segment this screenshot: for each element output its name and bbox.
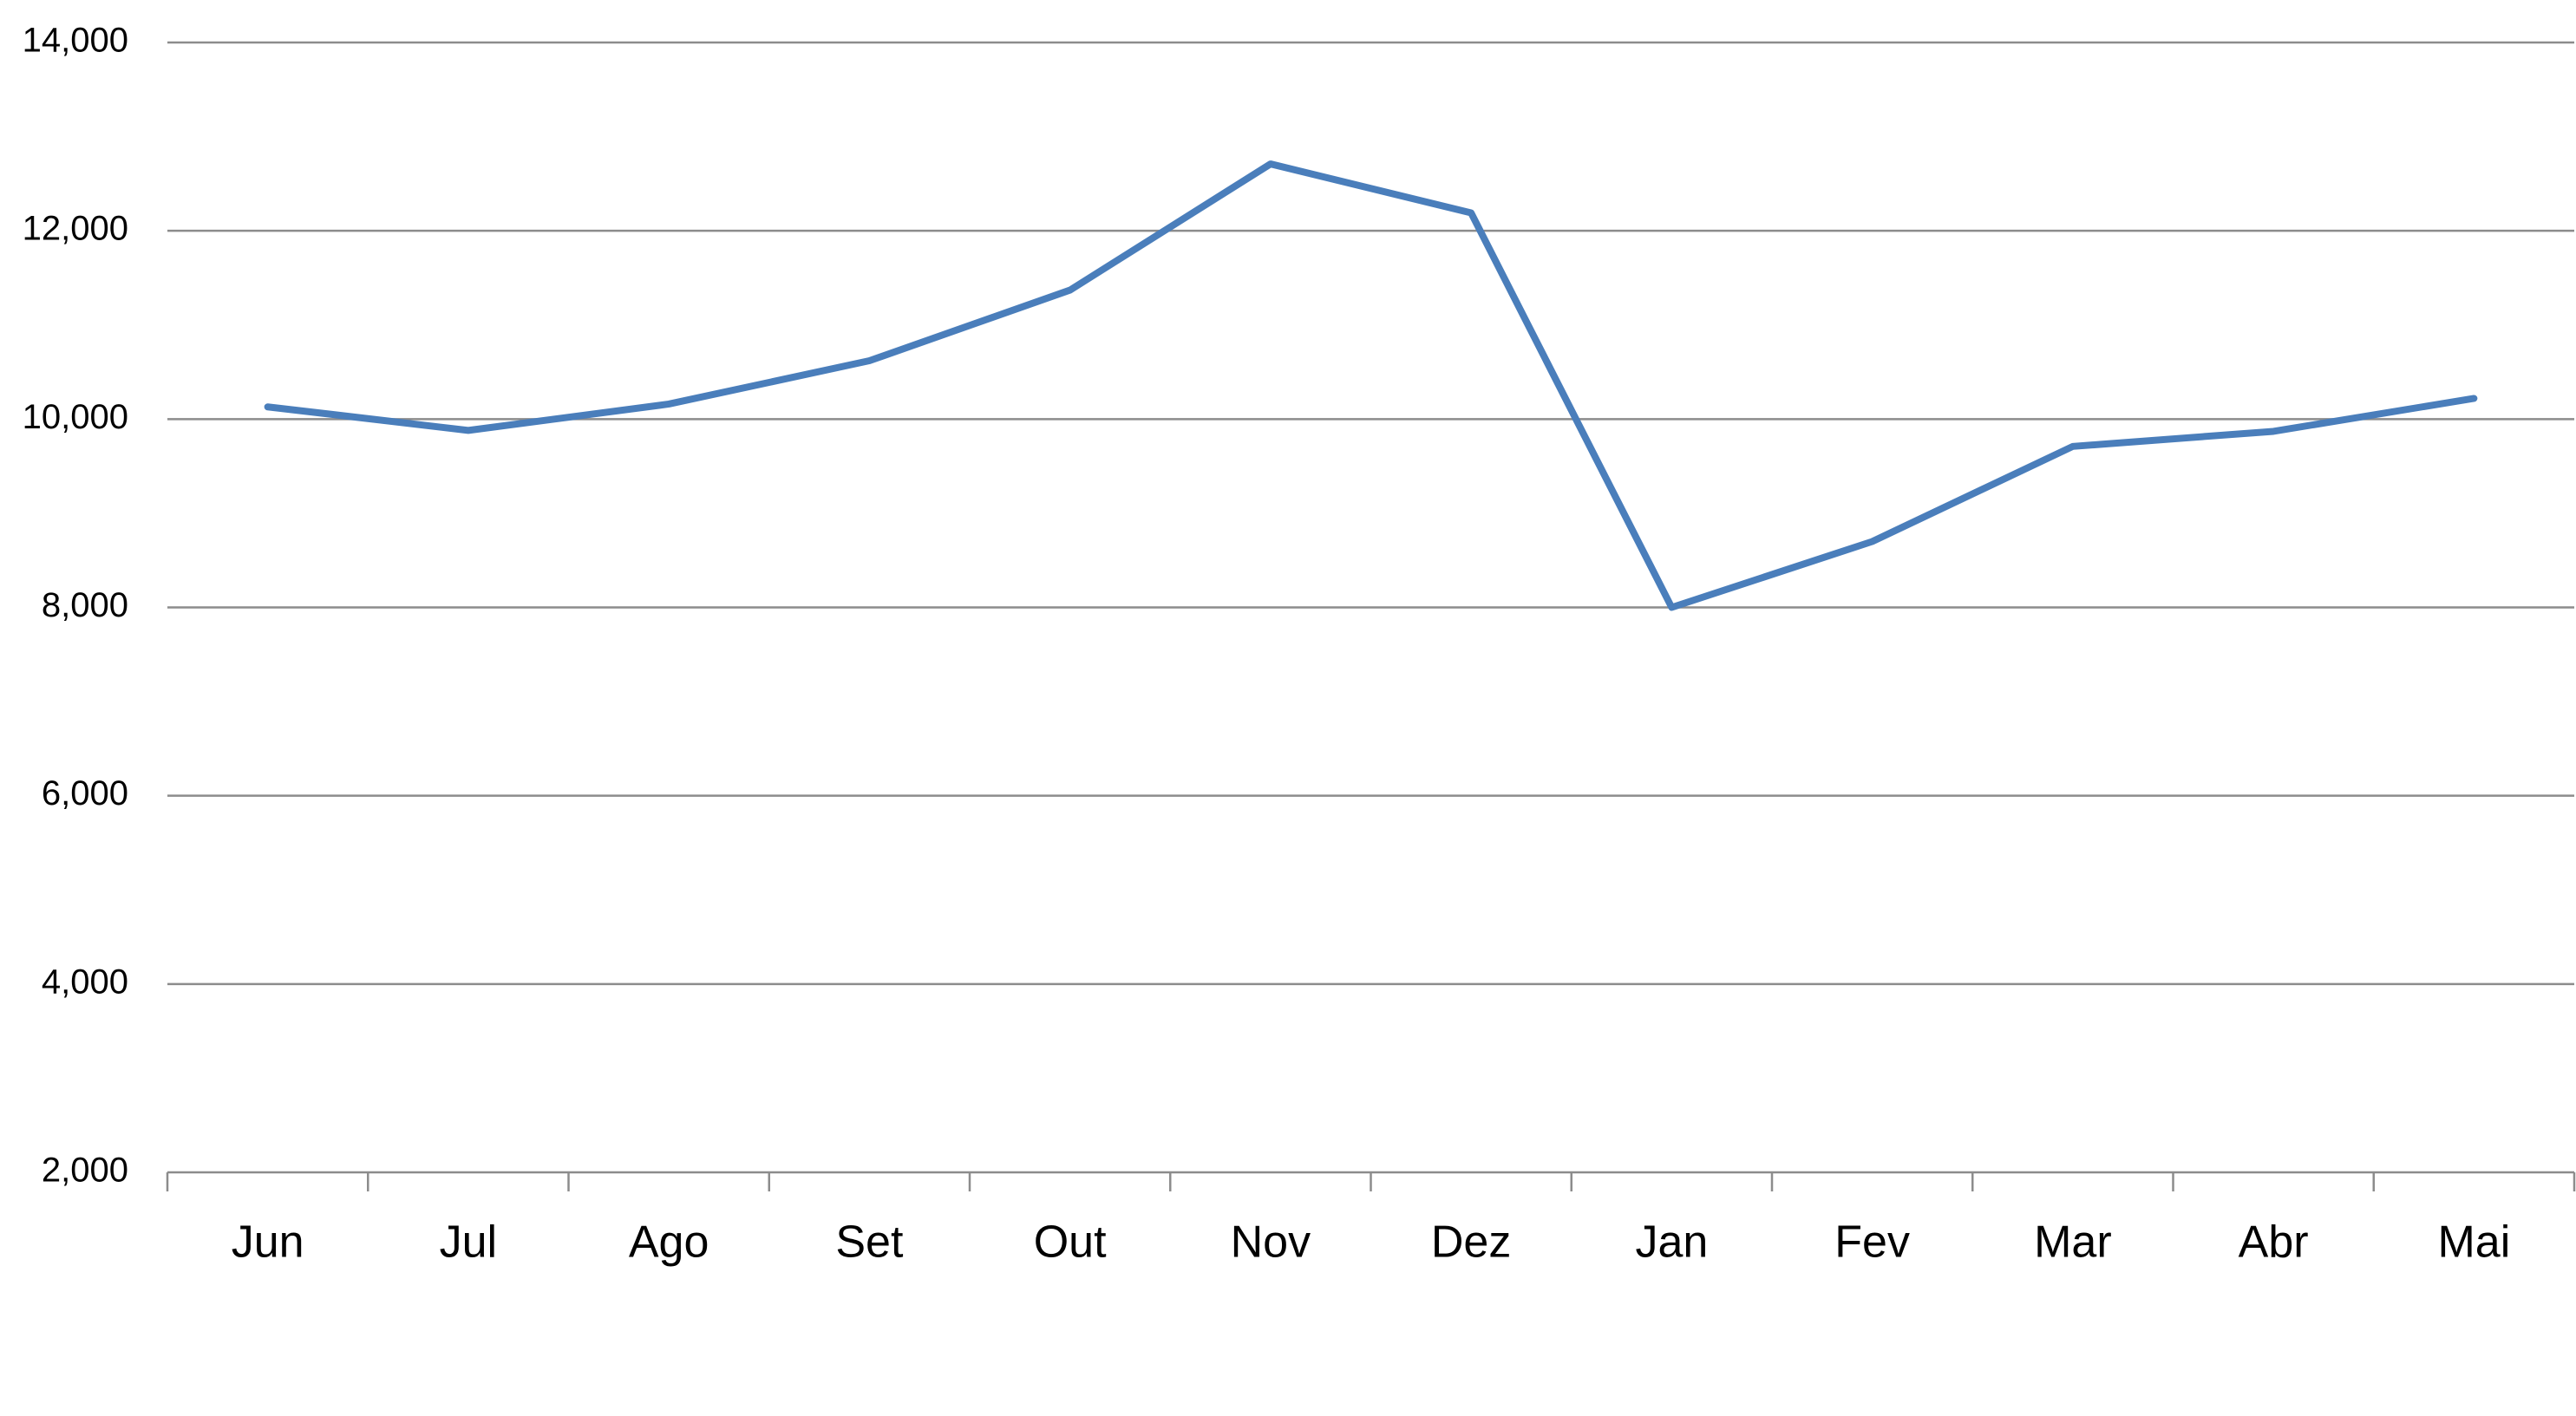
x-tick-label: Ago [629,1217,709,1268]
y-tick-label: 14,000 [23,22,128,60]
x-tick-label: Mar [2034,1217,2112,1268]
y-tick-label: 4,000 [42,962,128,1001]
y-tick-label: 6,000 [42,774,128,812]
y-tick-label: 8,000 [42,586,128,624]
x-tick-label: Nov [1231,1217,1311,1268]
x-tick-label: Jan [1635,1217,1708,1268]
x-tick-label: Set [835,1217,904,1268]
y-tick-label: 2,000 [42,1152,128,1190]
x-tick-label: Fev [1834,1217,1910,1268]
x-tick-label: Mai [2437,1217,2510,1268]
x-tick-label: Out [1034,1217,1107,1268]
y-tick-label: 10,000 [23,398,128,436]
y-tick-label: 12,000 [23,210,128,248]
data-line [264,160,2478,611]
x-tick-label: Dez [1431,1217,1511,1268]
x-tick-label: Jul [440,1217,497,1268]
x-tick-label: Abr [2239,1217,2309,1268]
x-tick-label: Jun [232,1217,304,1268]
